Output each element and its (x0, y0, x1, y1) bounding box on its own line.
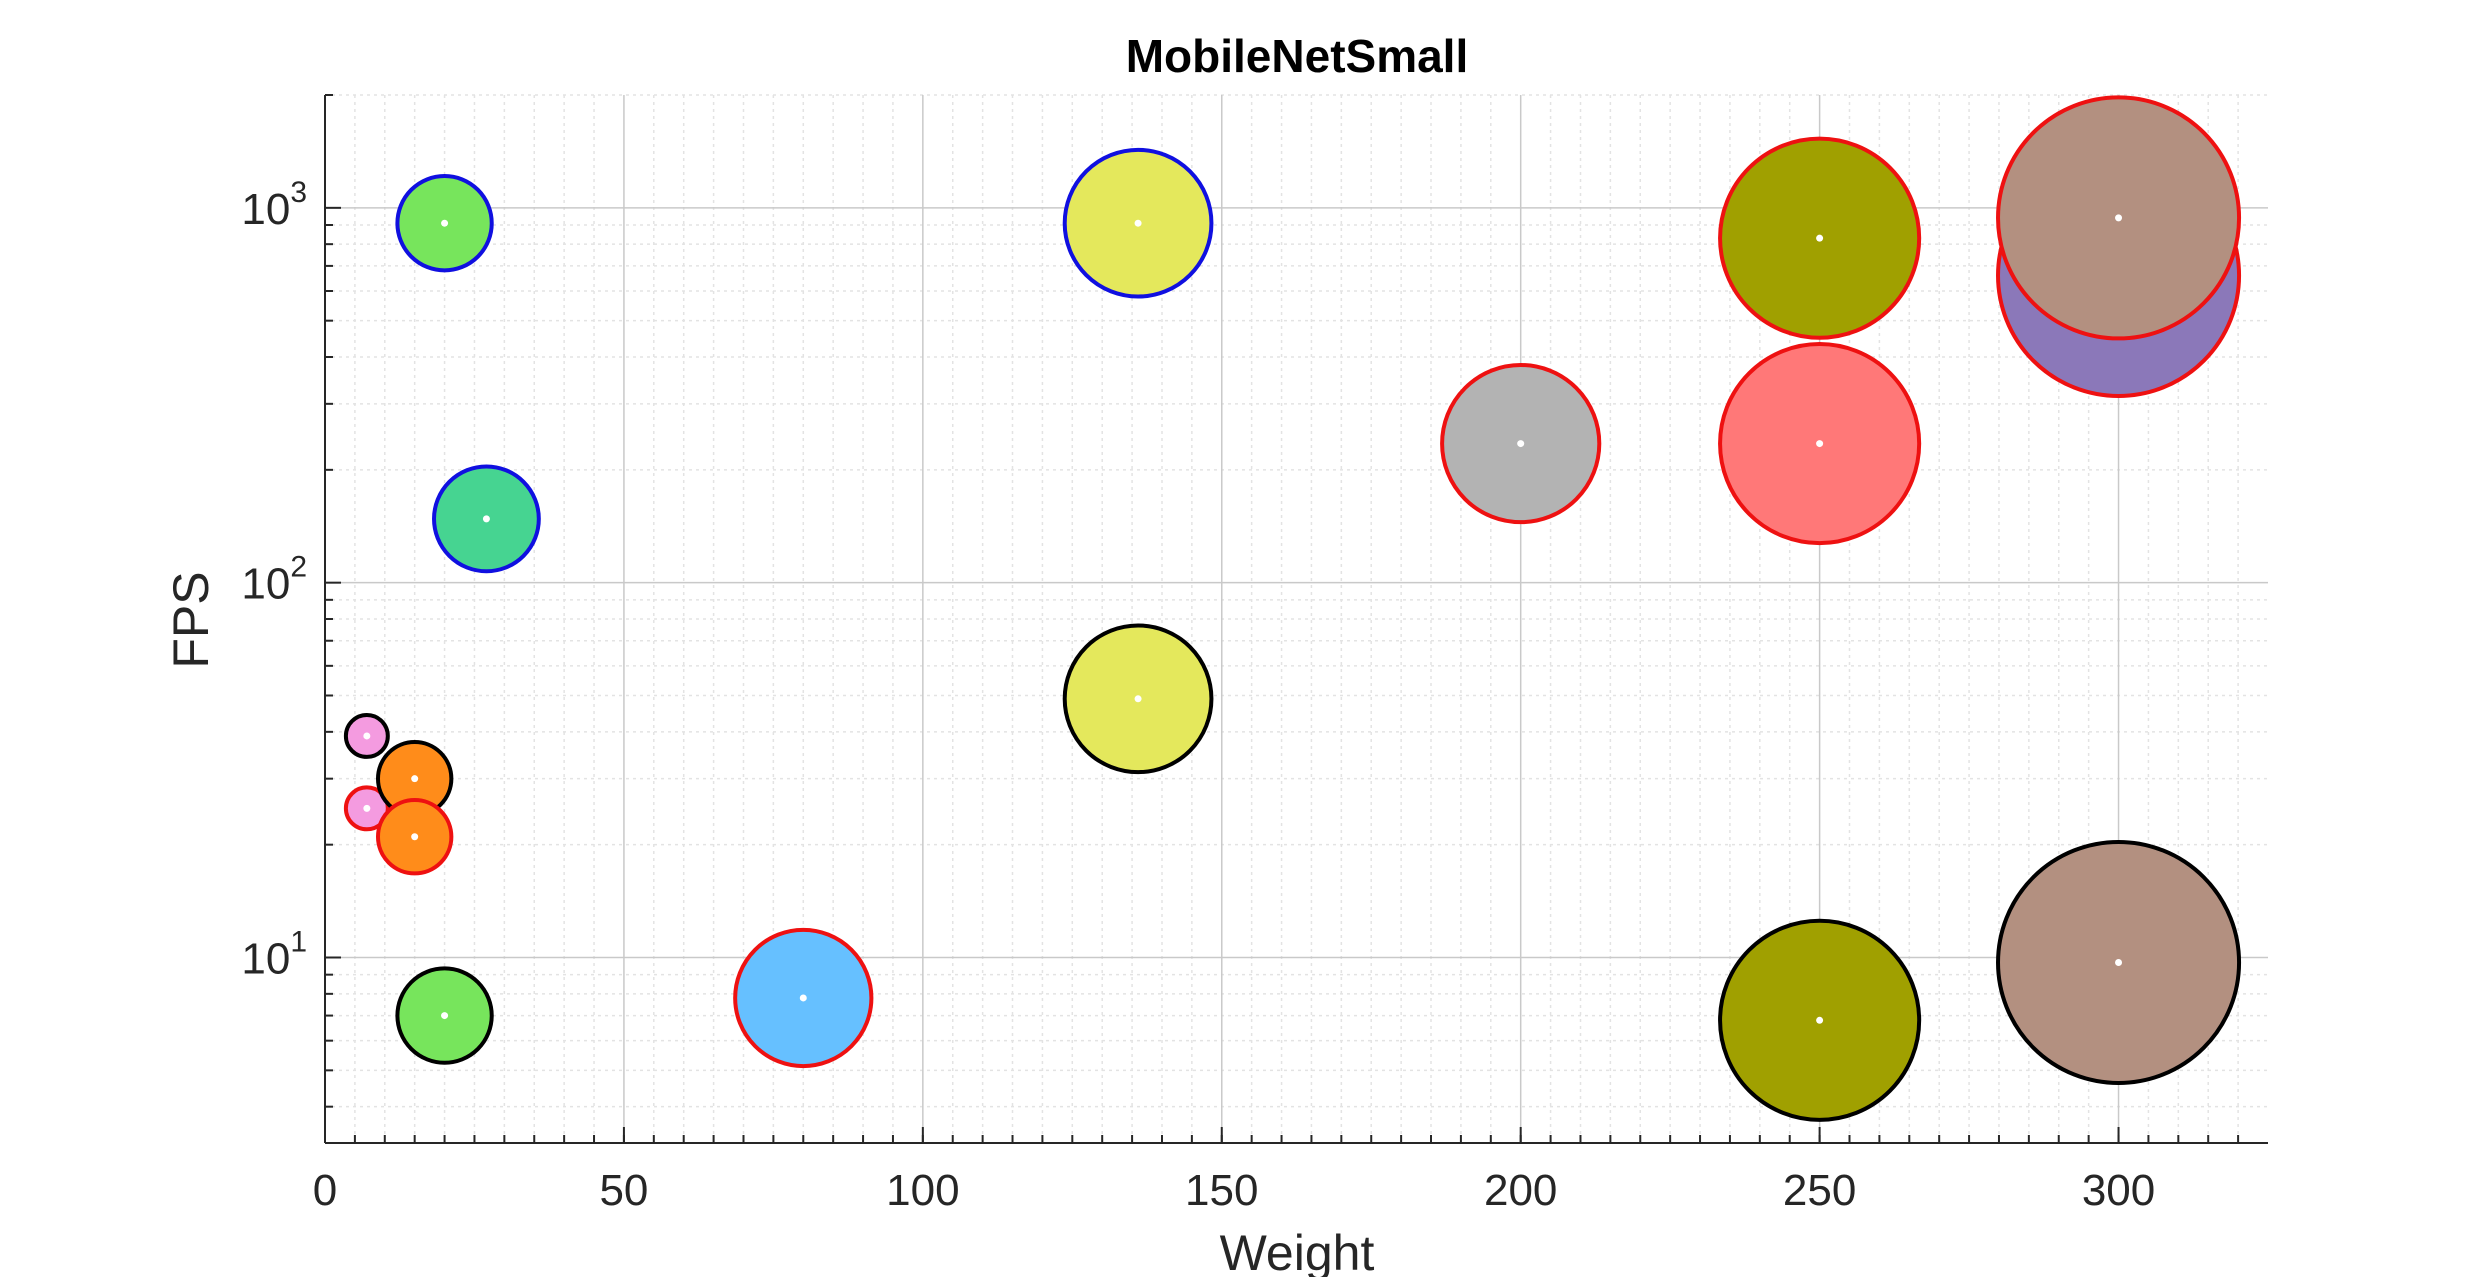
tick-labels: 0 50 100 150 200 250 300 101 102 103 (241, 176, 2155, 1215)
data-point-center (1816, 1016, 1824, 1024)
x-tick-label: 200 (1484, 1166, 1557, 1215)
x-axis-label: Weight (1220, 1225, 1375, 1277)
data-point-center (363, 804, 371, 812)
data-point-center (363, 732, 371, 740)
data-point-center (799, 994, 807, 1002)
data-markers (343, 95, 2242, 1122)
chart-title: MobileNetSmall (1126, 30, 1469, 82)
x-tick-label: 150 (1185, 1166, 1258, 1215)
y-tick-label: 101 (241, 926, 307, 984)
x-tick-label: 50 (599, 1166, 648, 1215)
data-point-center (1134, 219, 1142, 227)
data-point-center (411, 775, 419, 783)
y-tick-label: 102 (241, 551, 307, 609)
x-tick-label: 250 (1783, 1166, 1856, 1215)
data-point-center (1517, 440, 1525, 448)
x-tick-label: 300 (2082, 1166, 2155, 1215)
x-tick-label: 100 (886, 1166, 959, 1215)
axes (324, 94, 2268, 1144)
data-point-center (482, 515, 490, 523)
data-point-center (441, 1012, 449, 1020)
y-axis-label: FPS (163, 571, 219, 668)
x-tick-label: 0 (313, 1166, 337, 1215)
data-point-center (1134, 695, 1142, 703)
y-tick-label: 103 (241, 176, 307, 234)
data-point-center (2115, 958, 2123, 966)
grid-major (324, 95, 2268, 1143)
data-point-center (2115, 214, 2123, 222)
data-point-center (1816, 234, 1824, 242)
data-point-center (1816, 440, 1824, 448)
grid-minor (325, 94, 2268, 1143)
data-point-center (441, 219, 449, 227)
data-point-center (411, 833, 419, 841)
